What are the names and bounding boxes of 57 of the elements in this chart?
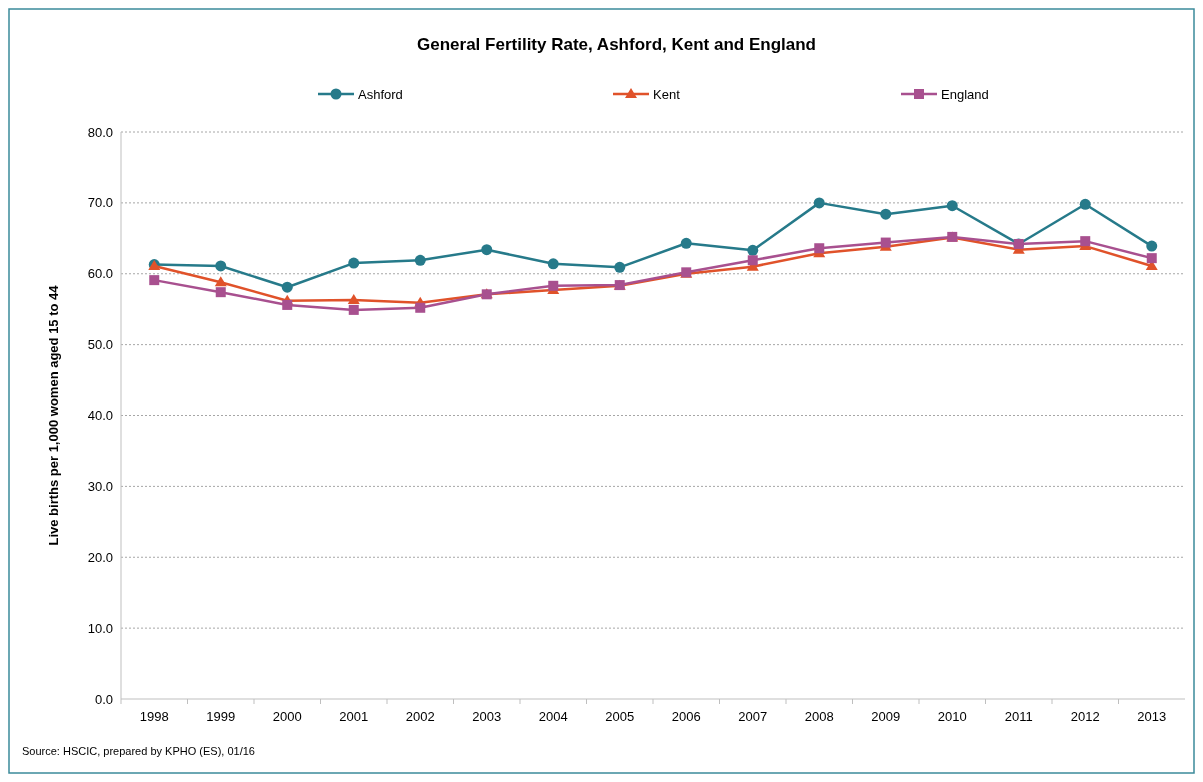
y-tick-label: 0.0 (94, 691, 113, 707)
point (547, 258, 559, 270)
point (214, 276, 227, 287)
x-tick-label: 2011 (1004, 709, 1033, 724)
point (149, 275, 160, 286)
x-tick-label: 2010 (937, 709, 967, 724)
point (946, 200, 958, 212)
x-tick-label: 2012 (1070, 709, 1100, 724)
point (614, 261, 626, 273)
point (813, 197, 825, 209)
x-tick-label: 2013 (1137, 709, 1167, 724)
legend-label: England (941, 86, 989, 102)
point (215, 260, 227, 272)
point (548, 280, 559, 291)
x-tick-label: 2002 (405, 709, 435, 724)
legend-label: Ashford (358, 86, 403, 102)
y-tick-label: 10.0 (87, 620, 113, 636)
point (1146, 240, 1158, 252)
x-tick-label: 1999 (206, 709, 236, 724)
point (415, 302, 426, 313)
y-tick-label: 50.0 (87, 337, 113, 353)
y-tick-label: 80.0 (87, 124, 113, 140)
legend-label: Kent (653, 86, 681, 102)
point (281, 281, 293, 293)
x-tick-label: 2004 (538, 709, 568, 724)
point (814, 243, 825, 254)
source-note: Source: HSCIC, prepared by KPHO (ES), 01/16 (22, 745, 255, 757)
point (880, 208, 892, 220)
point (348, 304, 359, 315)
point (1079, 198, 1091, 210)
x-tick-label: 2005 (605, 709, 635, 724)
point (680, 237, 692, 249)
x-tick-label: 2003 (472, 709, 502, 724)
x-tick-label: 2009 (871, 709, 901, 724)
x-tick-label: 1998 (139, 709, 169, 724)
y-tick-label: 30.0 (87, 478, 113, 494)
point (347, 293, 360, 304)
y-tick-label: 70.0 (87, 195, 113, 211)
point (1080, 236, 1091, 247)
y-tick-label: 60.0 (87, 266, 113, 282)
x-tick-label: 2001 (339, 709, 369, 724)
point (215, 287, 226, 298)
point (282, 299, 293, 310)
x-tick-label: 2007 (738, 709, 768, 724)
y-axis-title: Live births per 1,000 women aged 15 to 44 (46, 284, 61, 546)
x-tick-label: 2000 (272, 709, 302, 724)
y-tick-label: 40.0 (87, 408, 113, 424)
point (747, 255, 758, 266)
y-tick-label: 20.0 (87, 549, 113, 565)
x-tick-label: 2006 (671, 709, 701, 724)
point (348, 257, 360, 269)
point (481, 244, 493, 256)
point (747, 244, 759, 256)
point (1146, 253, 1157, 264)
point (414, 254, 426, 266)
x-tick-label: 2008 (804, 709, 834, 724)
chart-title: General Fertility Rate, Ashford, Kent and England (417, 35, 816, 54)
